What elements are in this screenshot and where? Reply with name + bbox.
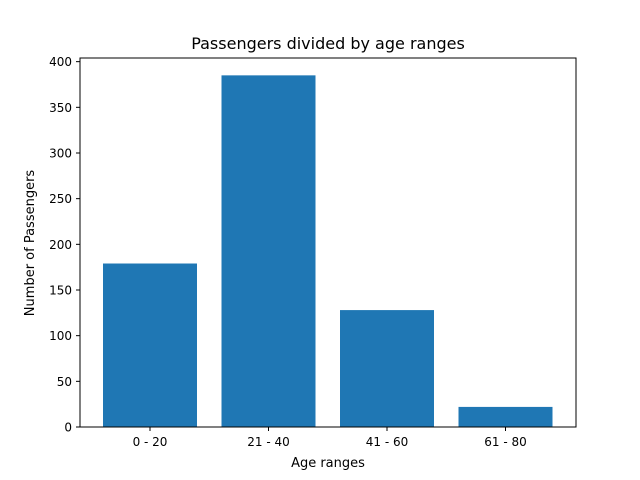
x-axis: 0 - 20 21 - 40 41 - 60 61 - 80 [133, 427, 527, 449]
y-tick-label: 350 [49, 101, 72, 115]
x-tick-label: 41 - 60 [366, 435, 409, 449]
y-tick-label: 400 [49, 55, 72, 69]
x-tick-label: 0 - 20 [133, 435, 168, 449]
x-axis-label: Age ranges [291, 456, 365, 471]
y-tick-label: 300 [49, 146, 72, 160]
bar-3 [458, 406, 553, 427]
bar-2 [340, 310, 434, 427]
y-axis: 0 50 100 150 200 250 300 350 400 [49, 55, 80, 435]
y-tick-label: 100 [49, 329, 72, 343]
y-axis-label: Number of Passengers [23, 170, 38, 317]
y-tick-label: 250 [49, 192, 72, 206]
y-tick-label: 150 [49, 283, 72, 297]
bar-1 [221, 75, 316, 428]
chart-title: Passengers divided by age ranges [191, 34, 465, 53]
x-tick-label: 61 - 80 [484, 435, 527, 449]
x-tick-label: 21 - 40 [247, 435, 290, 449]
plot-frame [79, 57, 577, 428]
y-tick-label: 200 [49, 238, 72, 252]
y-tick-label: 0 [64, 421, 72, 435]
bars-group [103, 75, 553, 428]
y-tick-label: 50 [57, 375, 72, 389]
bar-0 [103, 263, 197, 427]
